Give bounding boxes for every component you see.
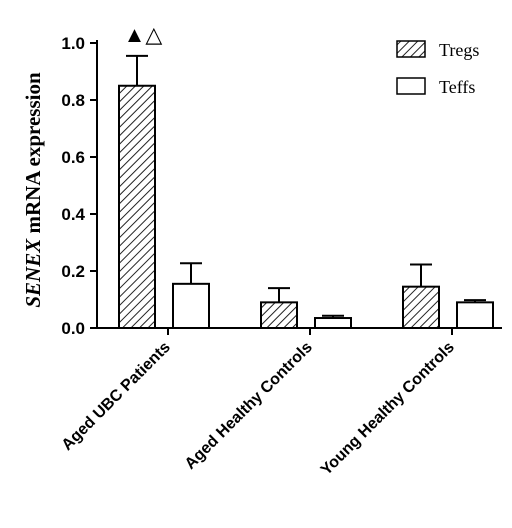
bar-teffs [172, 282, 210, 330]
bar-teffs [456, 301, 494, 330]
legend: Tregs Teffs [396, 40, 479, 97]
legend-swatch-tregs [396, 40, 426, 58]
y-tick-label: 0.8 [61, 91, 85, 110]
y-tick-label: 1.0 [61, 34, 85, 53]
bar-tregs [402, 285, 440, 329]
legend-label-teffs: Teffs [439, 77, 475, 97]
x-tick-label: Aged UBC Patients [59, 339, 174, 454]
y-tick-label: 0.6 [61, 148, 85, 167]
y-axis-title-italic: SENEX [21, 238, 45, 308]
x-tick-label: Aged Healthy Controls [182, 339, 316, 473]
y-axis-title: SENEX mRNA expression [21, 72, 45, 308]
significance-annotation: ▲△ [124, 22, 163, 47]
y-tick-label: 0.4 [61, 205, 85, 224]
y-tick-label: 0.2 [61, 262, 85, 281]
bar-teffs [314, 317, 352, 329]
bar-tregs [118, 84, 156, 329]
y-axis-title-rest: mRNA expression [21, 72, 45, 239]
bar-tregs [260, 301, 298, 330]
y-tick-label: 0.0 [61, 319, 85, 338]
bars [118, 54, 494, 330]
x-ticks: Aged UBC Patients Aged Healthy Controls Yo… [59, 328, 458, 479]
legend-swatch-teffs [396, 77, 426, 95]
legend-label-tregs: Tregs [439, 40, 479, 60]
y-ticks: 0.0 0.2 0.4 0.6 0.8 1.0 [61, 34, 97, 338]
x-tick-label: Young Healthy Controls [318, 339, 458, 479]
